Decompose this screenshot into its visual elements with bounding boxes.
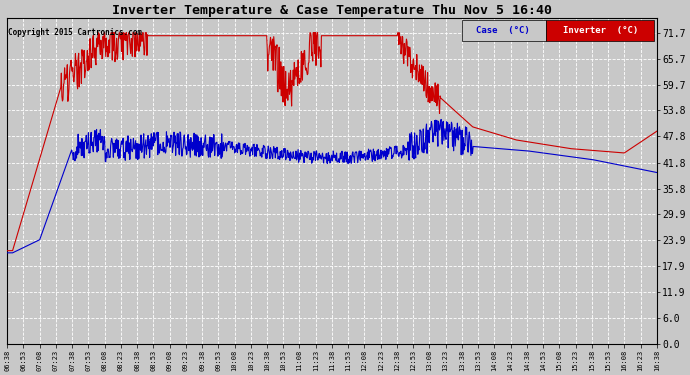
Text: Inverter  (°C): Inverter (°C) <box>562 26 638 35</box>
Text: Case  (°C): Case (°C) <box>476 26 530 35</box>
Title: Inverter Temperature & Case Temperature Thu Nov 5 16:40: Inverter Temperature & Case Temperature … <box>112 4 552 17</box>
Text: Copyright 2015 Cartronics.com: Copyright 2015 Cartronics.com <box>8 28 143 37</box>
FancyBboxPatch shape <box>546 20 653 41</box>
FancyBboxPatch shape <box>462 20 546 41</box>
